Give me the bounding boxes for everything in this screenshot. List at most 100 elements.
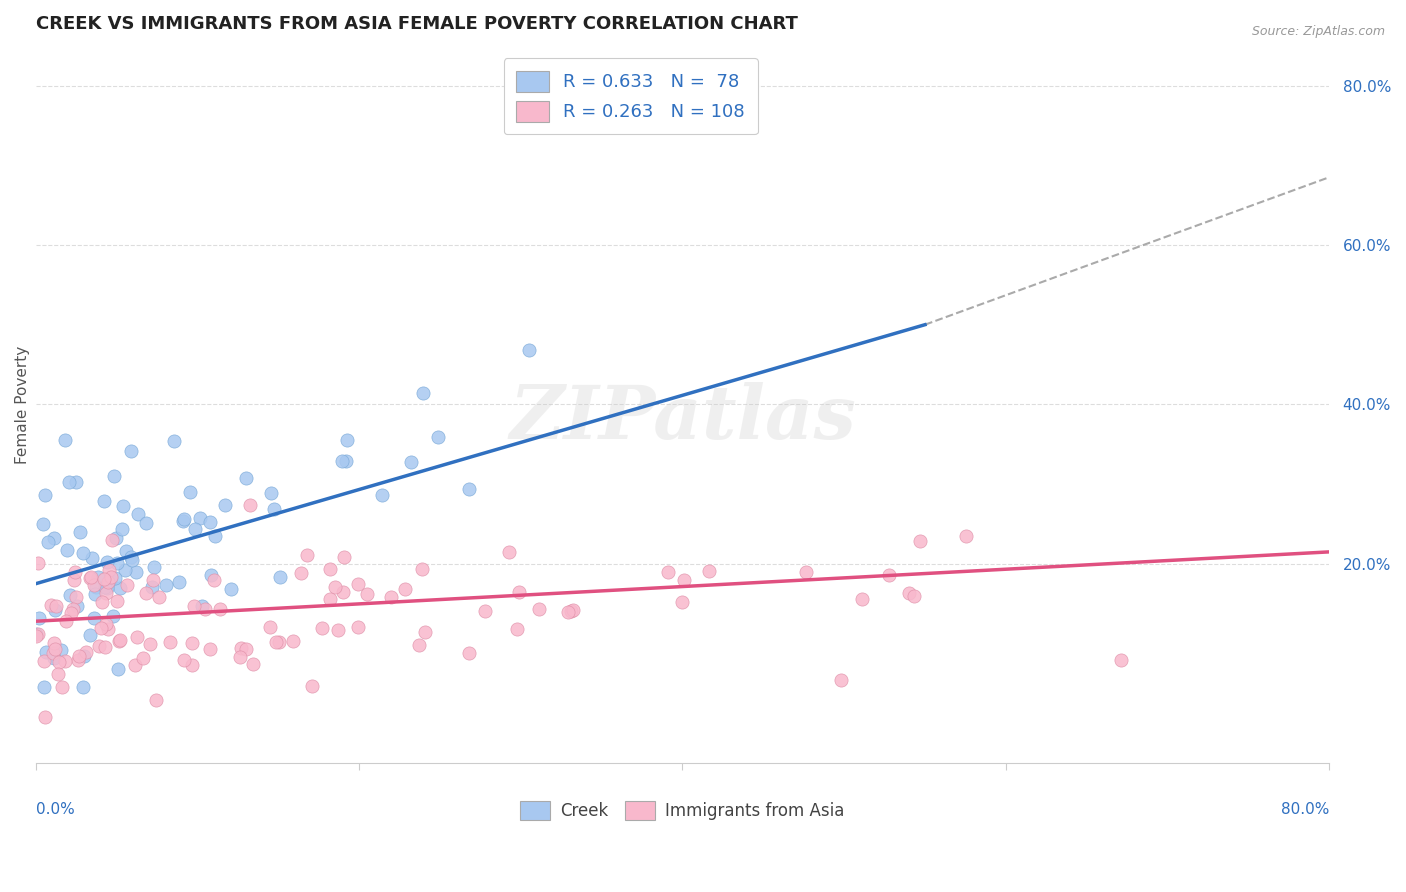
Point	[325, 580, 347, 594]
Point	[172, 514, 194, 528]
Point	[235, 641, 257, 656]
Point	[42, 636, 65, 650]
Point	[46, 666, 69, 681]
Point	[62, 602, 84, 616]
Point	[105, 593, 128, 607]
Point	[145, 693, 167, 707]
Point	[346, 619, 368, 633]
Text: 80.0%: 80.0%	[1281, 802, 1329, 817]
Point	[297, 548, 319, 562]
Point	[91, 595, 114, 609]
Point	[204, 529, 226, 543]
Point	[100, 570, 122, 584]
Point	[1109, 653, 1132, 667]
Point	[562, 603, 585, 617]
Point	[65, 565, 87, 579]
Point	[28, 611, 51, 625]
Point	[72, 680, 94, 694]
Point	[48, 655, 70, 669]
Point	[55, 614, 77, 628]
Point	[319, 592, 342, 607]
Point	[897, 586, 920, 600]
Point	[135, 516, 157, 530]
Point	[167, 575, 190, 590]
Point	[263, 502, 285, 516]
Text: 0.0%: 0.0%	[35, 802, 75, 817]
Point	[183, 599, 205, 614]
Point	[59, 588, 82, 602]
Point	[124, 565, 146, 579]
Point	[159, 635, 181, 649]
Point	[135, 586, 157, 600]
Point	[260, 485, 283, 500]
Point	[127, 507, 149, 521]
Point	[108, 581, 131, 595]
Legend: Creek, Immigrants from Asia: Creek, Immigrants from Asia	[513, 794, 851, 827]
Point	[65, 590, 87, 604]
Point	[120, 444, 142, 458]
Point	[557, 605, 579, 619]
Point	[139, 637, 162, 651]
Point	[198, 641, 221, 656]
Point	[45, 599, 67, 614]
Point	[34, 681, 56, 695]
Y-axis label: Female Poverty: Female Poverty	[15, 345, 30, 464]
Point	[27, 556, 49, 570]
Point	[127, 631, 149, 645]
Point	[184, 522, 207, 536]
Point	[229, 650, 252, 665]
Point	[214, 498, 236, 512]
Point	[53, 654, 76, 668]
Point	[200, 515, 222, 529]
Point	[264, 635, 287, 649]
Point	[269, 570, 291, 584]
Point	[35, 645, 58, 659]
Point	[42, 651, 65, 665]
Point	[239, 498, 262, 512]
Text: Source: ZipAtlas.com: Source: ZipAtlas.com	[1251, 25, 1385, 38]
Point	[105, 557, 128, 571]
Point	[143, 560, 166, 574]
Point	[42, 646, 65, 660]
Point	[51, 680, 73, 694]
Point	[259, 620, 281, 634]
Point	[79, 628, 101, 642]
Point	[413, 625, 436, 640]
Point	[235, 471, 257, 485]
Point	[24, 627, 46, 641]
Point	[412, 386, 434, 401]
Point	[104, 531, 127, 545]
Point	[32, 654, 55, 668]
Point	[114, 563, 136, 577]
Point	[34, 488, 56, 502]
Point	[221, 582, 243, 597]
Point	[380, 590, 402, 604]
Point	[66, 599, 89, 613]
Point	[458, 646, 481, 660]
Point	[851, 592, 873, 607]
Point	[191, 599, 214, 613]
Point	[120, 549, 142, 564]
Point	[408, 638, 430, 652]
Point	[96, 582, 118, 596]
Point	[356, 587, 378, 601]
Point	[97, 562, 120, 576]
Point	[34, 709, 56, 723]
Point	[111, 500, 134, 514]
Point	[63, 573, 86, 587]
Point	[200, 568, 222, 582]
Point	[86, 570, 108, 584]
Point	[955, 528, 977, 542]
Point	[94, 586, 117, 600]
Point	[107, 662, 129, 676]
Point	[330, 453, 353, 467]
Point	[93, 573, 115, 587]
Point	[517, 343, 540, 358]
Point	[180, 657, 202, 672]
Point	[58, 475, 80, 490]
Point	[267, 635, 290, 649]
Point	[394, 582, 416, 597]
Point	[326, 624, 349, 638]
Point	[399, 455, 422, 469]
Point	[96, 555, 118, 569]
